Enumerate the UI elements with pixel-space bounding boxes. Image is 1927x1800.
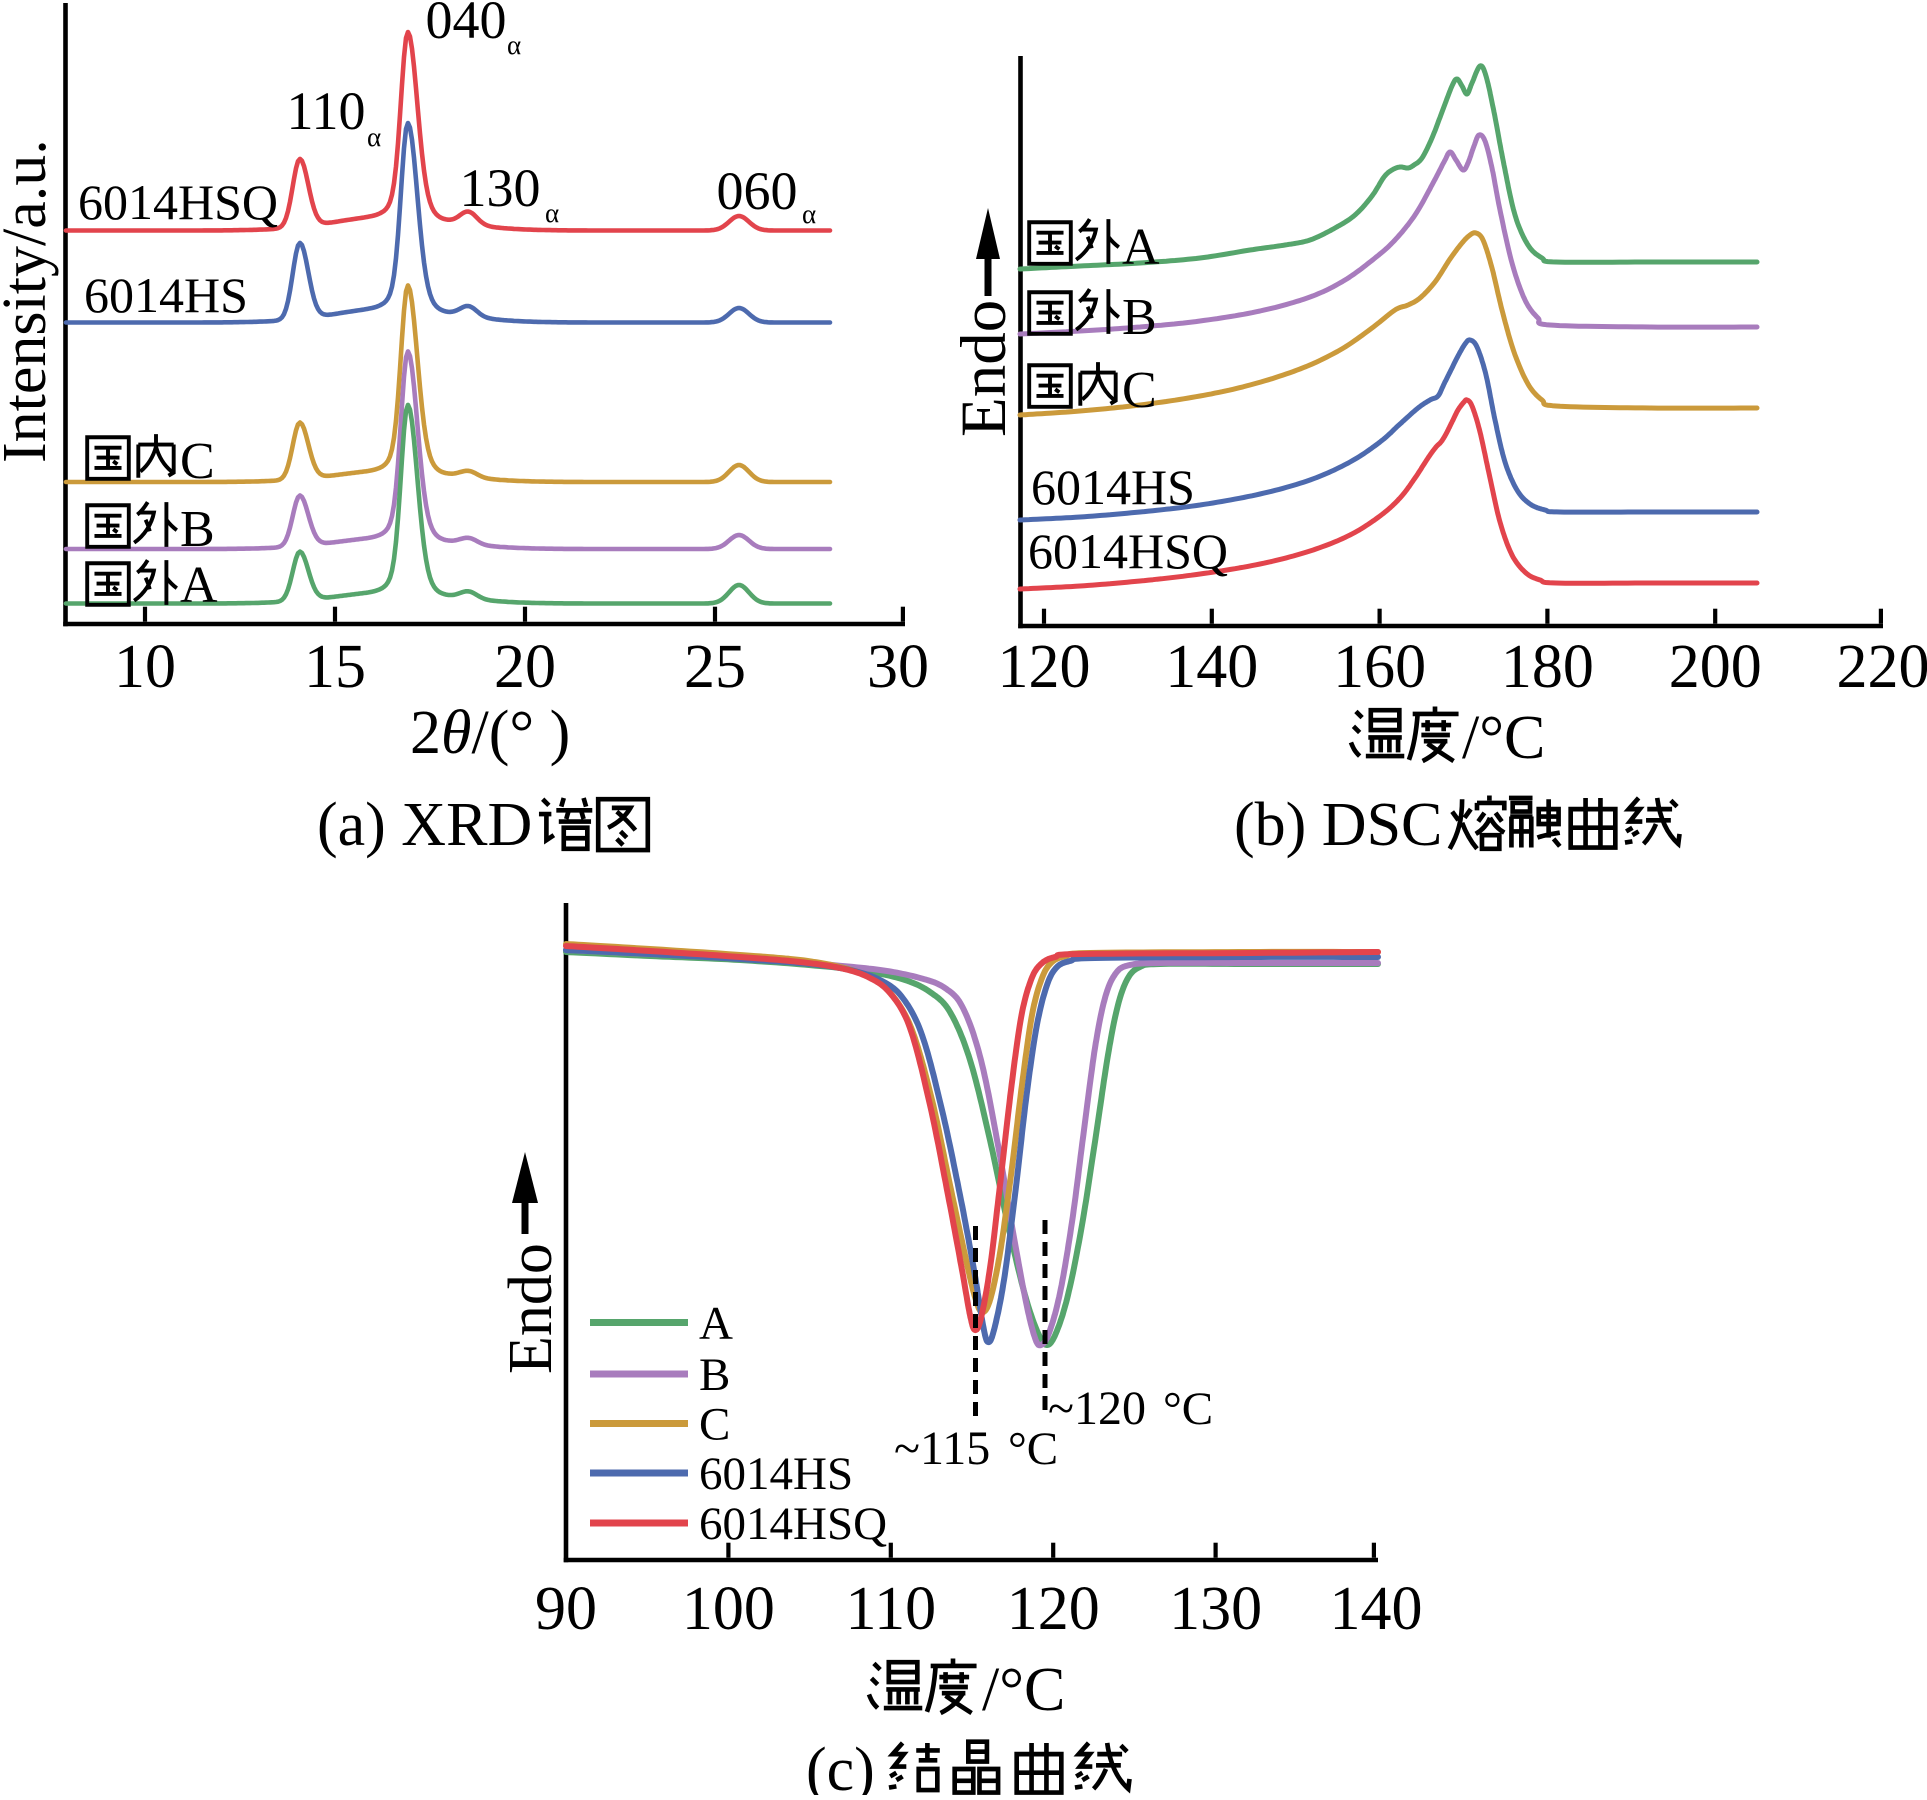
svg-text:Endo: Endo bbox=[948, 300, 1020, 437]
svg-text:160: 160 bbox=[1333, 633, 1426, 701]
svg-text:(c): (c) bbox=[806, 1736, 875, 1795]
svg-text:060: 060 bbox=[717, 161, 798, 221]
svg-text:C: C bbox=[699, 1399, 730, 1451]
svg-text:140: 140 bbox=[1165, 633, 1258, 701]
svg-text:6014HSQ: 6014HSQ bbox=[699, 1498, 887, 1550]
svg-text:130: 130 bbox=[1169, 1575, 1262, 1643]
svg-text:15: 15 bbox=[304, 633, 366, 701]
svg-text:30: 30 bbox=[867, 633, 929, 701]
svg-text:110: 110 bbox=[287, 81, 366, 141]
svg-text:Intensity/a.u.: Intensity/a.u. bbox=[0, 139, 59, 463]
svg-text:α: α bbox=[545, 198, 559, 228]
svg-text:B: B bbox=[699, 1349, 730, 1401]
svg-text:/°C: /°C bbox=[1462, 704, 1545, 772]
svg-text:A: A bbox=[1122, 219, 1160, 276]
svg-text:6014HSQ: 6014HSQ bbox=[1028, 523, 1228, 579]
svg-text:040: 040 bbox=[426, 0, 507, 50]
svg-text:°C: °C bbox=[1163, 1383, 1213, 1435]
svg-text:α: α bbox=[802, 199, 816, 229]
svg-text:25: 25 bbox=[684, 633, 746, 701]
svg-text:~120: ~120 bbox=[1048, 1382, 1146, 1435]
svg-text:(b) DSC: (b) DSC bbox=[1234, 791, 1442, 859]
svg-text:C: C bbox=[180, 433, 215, 490]
svg-text:α: α bbox=[507, 30, 521, 60]
svg-text:~115: ~115 bbox=[894, 1422, 990, 1475]
svg-text:A: A bbox=[699, 1298, 733, 1350]
svg-text:B: B bbox=[1122, 289, 1157, 346]
svg-text:220: 220 bbox=[1837, 633, 1927, 701]
svg-text:Endo: Endo bbox=[497, 1243, 565, 1374]
svg-text:120: 120 bbox=[998, 633, 1091, 701]
svg-text:120: 120 bbox=[1007, 1575, 1100, 1643]
svg-text:10: 10 bbox=[114, 633, 176, 701]
svg-text:B: B bbox=[180, 501, 215, 558]
svg-text:100: 100 bbox=[682, 1575, 775, 1643]
svg-text:180: 180 bbox=[1501, 633, 1594, 701]
svg-text:6014HS: 6014HS bbox=[1031, 459, 1195, 515]
svg-text:(a) XRD: (a) XRD bbox=[317, 791, 532, 859]
svg-text:2θ/(° ): 2θ/(° ) bbox=[410, 699, 570, 767]
svg-text:A: A bbox=[180, 557, 218, 614]
svg-text:/°C: /°C bbox=[982, 1656, 1065, 1724]
svg-text:6014HS: 6014HS bbox=[699, 1448, 853, 1500]
svg-text:C: C bbox=[1122, 362, 1157, 419]
svg-text:90: 90 bbox=[535, 1575, 597, 1643]
svg-text:140: 140 bbox=[1330, 1575, 1423, 1643]
svg-text:110: 110 bbox=[845, 1575, 936, 1643]
svg-text:20: 20 bbox=[494, 633, 556, 701]
svg-text:200: 200 bbox=[1669, 633, 1762, 701]
svg-text:6014HS: 6014HS bbox=[84, 267, 248, 323]
svg-text:130: 130 bbox=[460, 158, 541, 218]
svg-text:6014HSQ: 6014HSQ bbox=[78, 174, 278, 230]
svg-text:α: α bbox=[367, 122, 381, 152]
